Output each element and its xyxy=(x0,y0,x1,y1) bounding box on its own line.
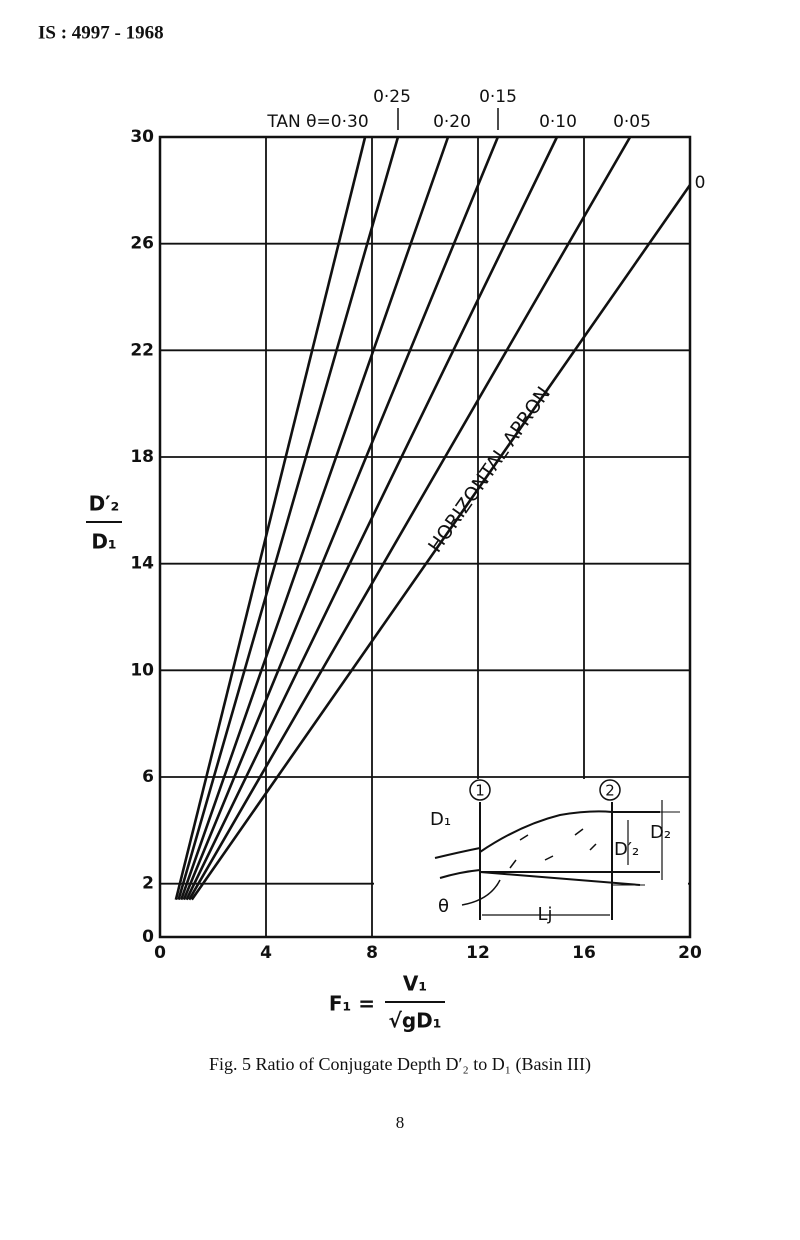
annotation: HORIZONTAL APRON xyxy=(424,383,555,557)
series-line xyxy=(179,136,450,901)
series-label: 0 xyxy=(695,173,706,193)
inset-label: θ xyxy=(438,896,449,917)
series-label: 0·05 xyxy=(613,112,651,132)
series-label: 0·15 xyxy=(479,87,517,107)
y-label-numerator: D′₂ xyxy=(89,492,120,516)
y-tick-label: 22 xyxy=(130,340,154,360)
plot-frame xyxy=(158,135,692,939)
lines xyxy=(174,136,692,901)
y-label-denominator: D₁ xyxy=(91,530,116,554)
y-tick-label: 10 xyxy=(130,660,154,680)
series-line xyxy=(185,136,559,901)
inset-label: 2 xyxy=(605,782,615,800)
inset-labels: 1 2 D₁ D₂ D′₂ θ Lj xyxy=(430,782,671,926)
x-tick-label: 0 xyxy=(154,943,166,963)
page-number: 8 xyxy=(396,1113,405,1132)
inset-label: D₂ xyxy=(650,822,671,843)
x-label-lhs: F₁ = xyxy=(329,992,375,1016)
y-tick-label: 6 xyxy=(142,767,154,787)
series-line xyxy=(182,136,500,901)
x-label-denominator: √gD₁ xyxy=(388,1009,441,1033)
inset-label: 1 xyxy=(475,782,485,800)
y-tick-label: 26 xyxy=(130,234,154,254)
series-line xyxy=(190,184,692,901)
y-tick-label: 30 xyxy=(130,127,154,147)
series-line xyxy=(177,136,400,901)
series-line xyxy=(188,136,632,901)
y-tick-label: 14 xyxy=(130,554,154,574)
x-axis-label: F₁ = V₁ √gD₁ xyxy=(329,972,445,1033)
x-tick-label: 20 xyxy=(678,943,702,963)
series-label: 0·25 xyxy=(373,87,411,107)
series-line xyxy=(174,136,367,900)
x-tick-label: 16 xyxy=(572,943,596,963)
x-tick-label: 8 xyxy=(366,943,378,963)
y-tick-label: 18 xyxy=(130,447,154,467)
inset-label: D₁ xyxy=(430,809,451,830)
inset-label: Lj xyxy=(537,904,552,925)
y-axis-label: D′₂ D₁ xyxy=(86,492,122,554)
x-label-numerator: V₁ xyxy=(403,972,427,996)
y-tick-label: 0 xyxy=(142,927,154,947)
page-header: IS : 4997 - 1968 xyxy=(38,22,164,43)
inset-label: D′₂ xyxy=(614,839,639,860)
x-tick-label: 4 xyxy=(260,943,272,963)
inset xyxy=(434,779,680,920)
series-label: 0·20 xyxy=(433,112,471,132)
caption: Fig. 5 Ratio of Conjugate Depth D′₂ to D… xyxy=(209,1054,591,1075)
series-label: 0·10 xyxy=(539,112,577,132)
series-label: TAN θ=0·30 xyxy=(266,112,368,132)
inset-background xyxy=(374,779,688,936)
y-tick-label: 2 xyxy=(142,874,154,894)
x-tick-label: 12 xyxy=(466,943,490,963)
